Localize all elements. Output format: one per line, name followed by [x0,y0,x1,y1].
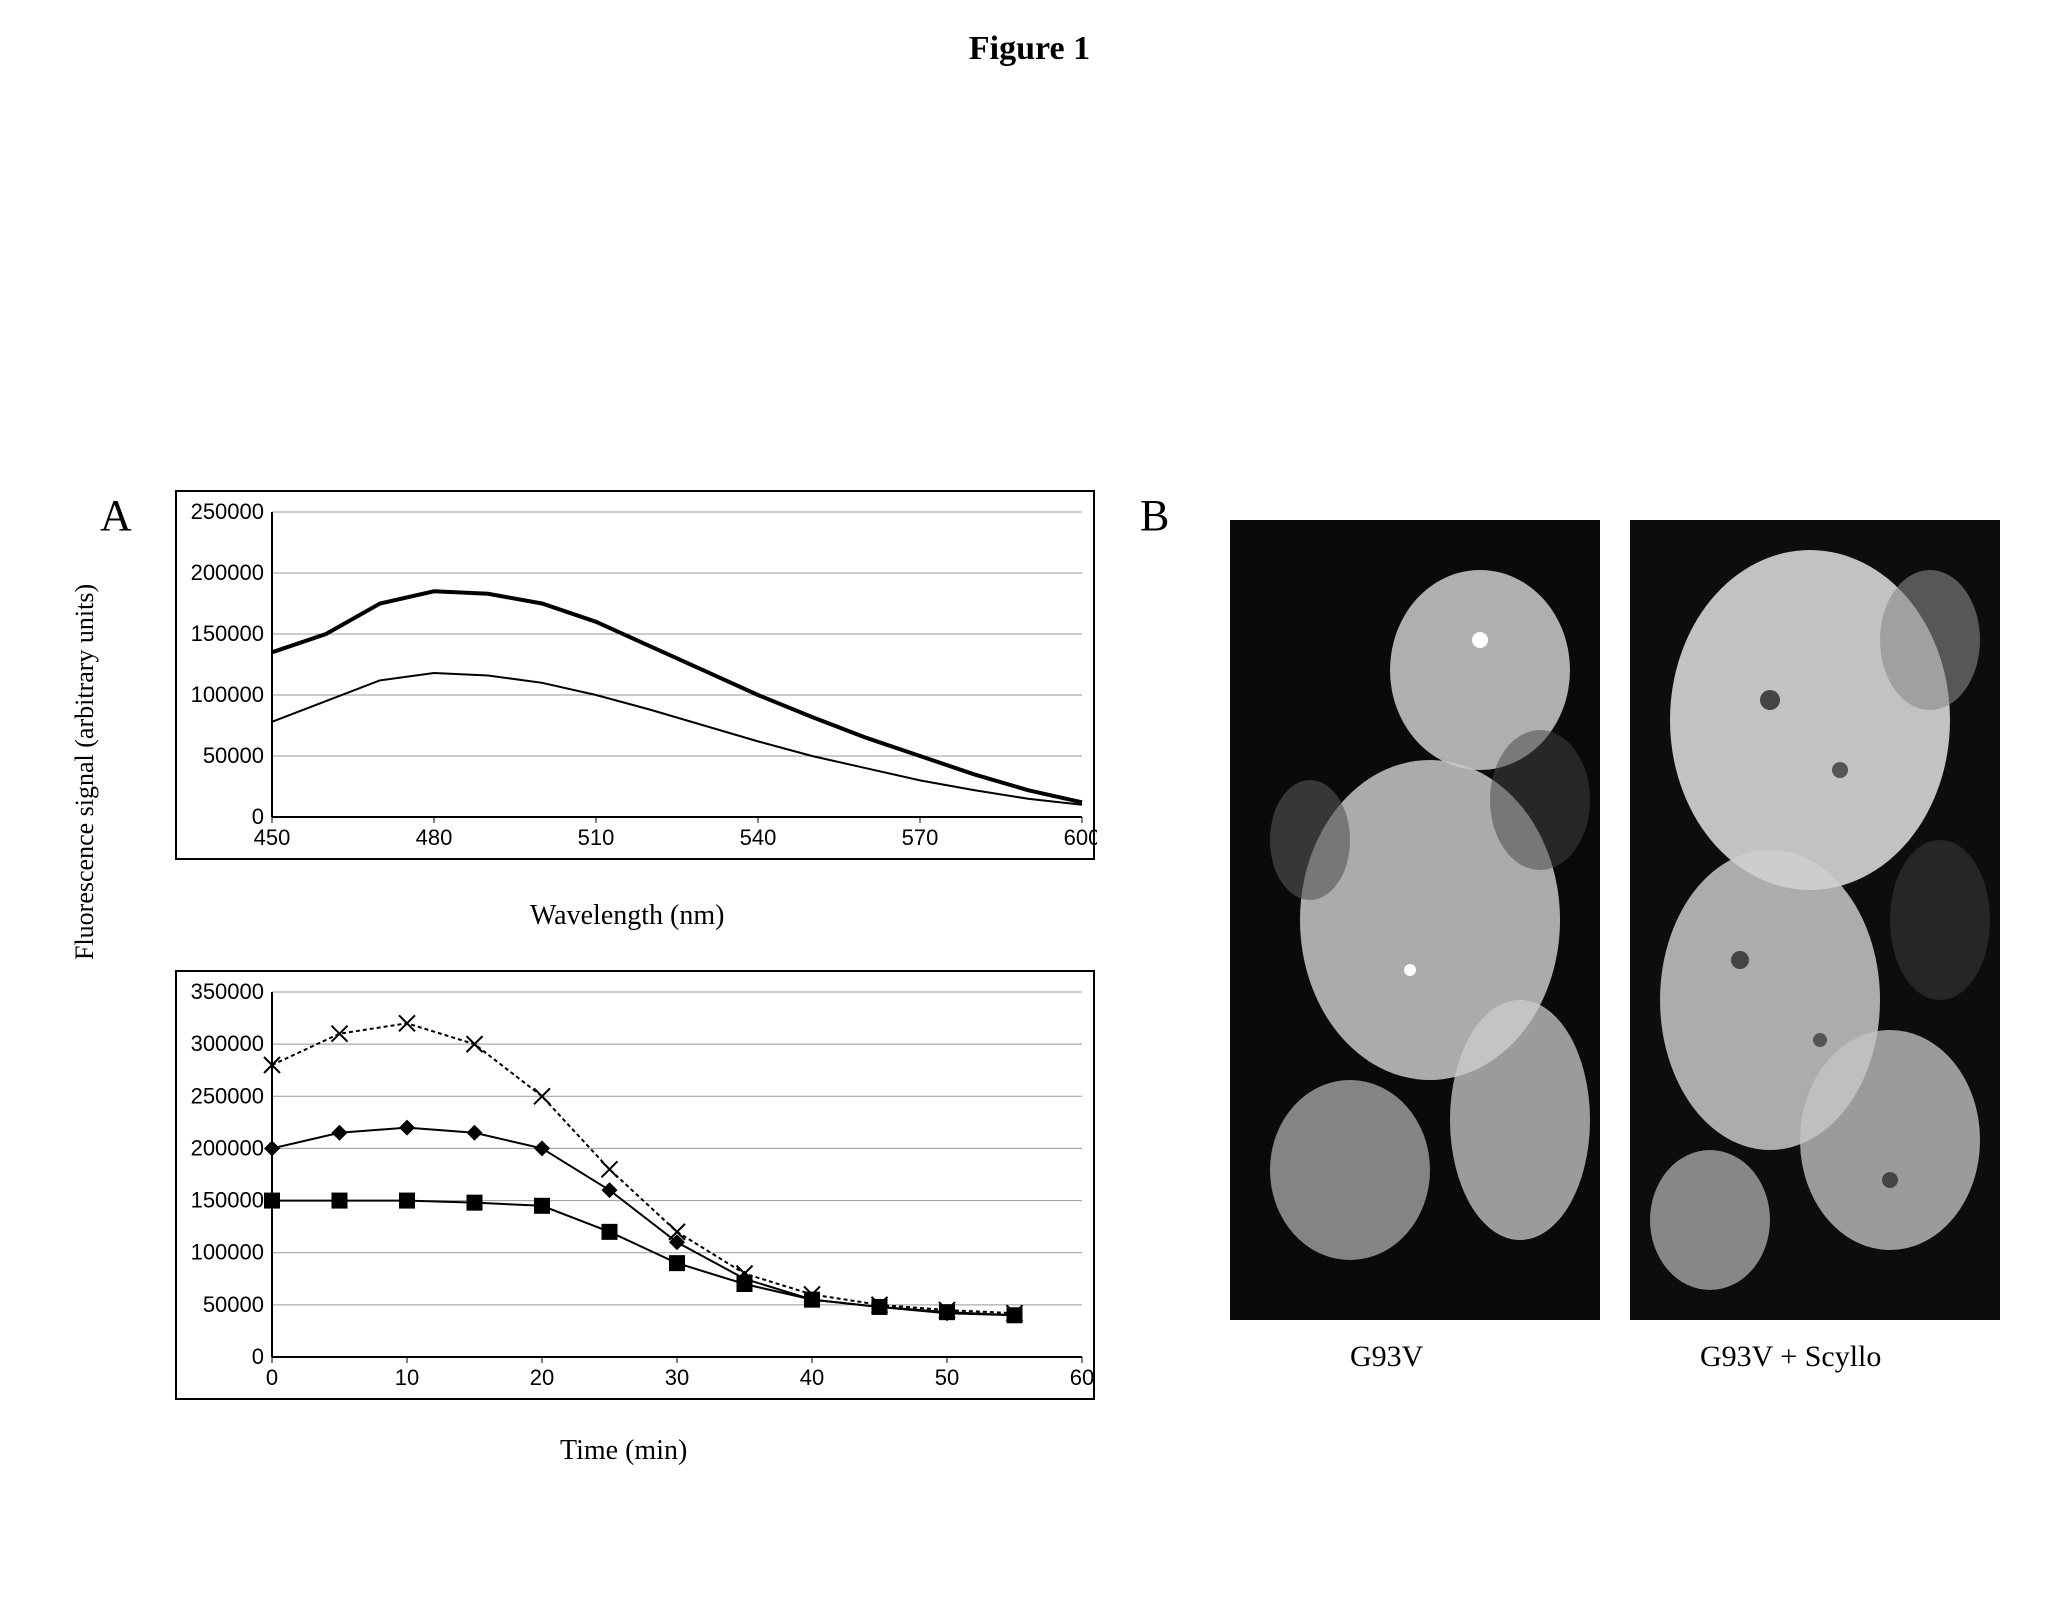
microscopy-image-g93v [1230,520,1600,1320]
svg-text:30: 30 [665,1365,689,1390]
svg-text:150000: 150000 [191,621,264,646]
x-axis-label-time: Time (min) [560,1435,687,1467]
chart-wavelength-svg: 0500001000001500002000002500004504805105… [177,492,1097,862]
chart-wavelength: 0500001000001500002000002500004504805105… [175,490,1095,860]
svg-text:350000: 350000 [191,979,264,1004]
microscopy-svg-left [1230,520,1600,1320]
panel-a-label: A [100,490,132,541]
svg-text:250000: 250000 [191,1083,264,1108]
microscopy-image-g93v-scyllo [1630,520,2000,1320]
svg-text:200000: 200000 [191,560,264,585]
svg-text:250000: 250000 [191,499,264,524]
svg-text:480: 480 [416,825,453,850]
svg-text:0: 0 [252,1344,264,1369]
svg-text:300000: 300000 [191,1031,264,1056]
svg-text:0: 0 [266,1365,278,1390]
svg-text:510: 510 [578,825,615,850]
chart-time: 0 50000 100000 150000 200000 250000 300000 3500… [175,970,1095,1400]
svg-text:200000: 200000 [191,1135,264,1160]
image-caption-g93v-scyllo: G93V + Scyllo [1700,1340,1881,1374]
svg-text:50: 50 [935,1365,959,1390]
image-caption-g93v: G93V [1350,1340,1423,1374]
svg-text:540: 540 [740,825,777,850]
figure-title: Figure 1 [969,30,1090,68]
svg-text:50000: 50000 [203,1292,264,1317]
svg-text:150000: 150000 [191,1188,264,1213]
svg-text:100000: 100000 [191,682,264,707]
panel-b-label: B [1140,490,1169,541]
chart-time-svg: 0 50000 100000 150000 200000 250000 300000 3500… [177,972,1097,1402]
y-axis-label: Fluorescence signal (arbitrary units) [70,584,100,960]
microscopy-svg-right [1630,520,2000,1320]
svg-text:570: 570 [902,825,939,850]
svg-text:40: 40 [800,1365,824,1390]
svg-text:60: 60 [1070,1365,1094,1390]
x-axis-label-wavelength: Wavelength (nm) [530,900,724,932]
svg-text:600: 600 [1064,825,1097,850]
svg-text:50000: 50000 [203,743,264,768]
svg-text:450: 450 [254,825,291,850]
svg-text:20: 20 [530,1365,554,1390]
svg-text:10: 10 [395,1365,419,1390]
svg-text:100000: 100000 [191,1240,264,1265]
